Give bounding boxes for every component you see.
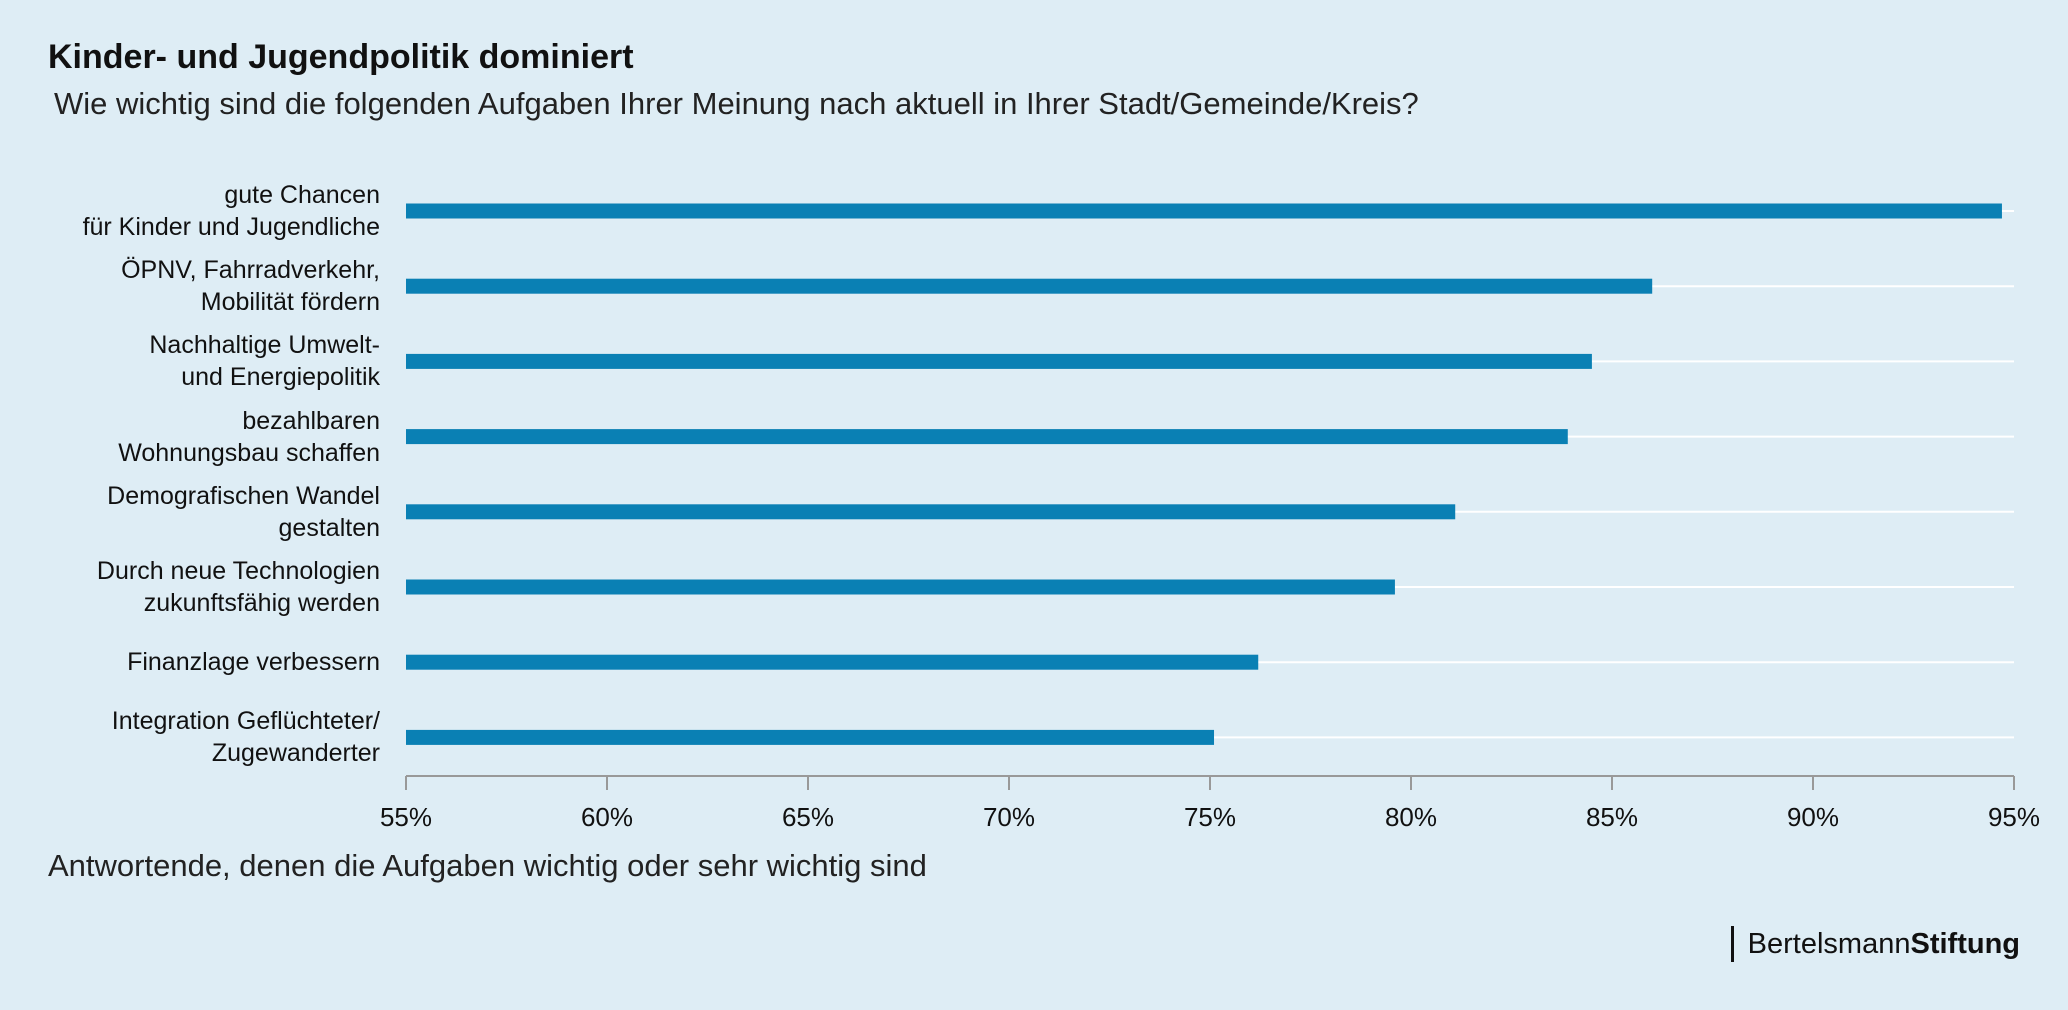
category-label: Integration Geflüchteter/ Zugewanderter	[111, 707, 380, 768]
chart-subtitle: Wie wichtig sind die folgenden Aufgaben …	[54, 86, 1419, 121]
category-label: bezahlbaren Wohnungsbau schaffen	[118, 406, 380, 467]
bar	[406, 203, 2002, 219]
category-label: Nachhaltige Umwelt- und Energiepolitik	[149, 331, 380, 392]
category-label: ÖPNV, Fahrradverkehr, Mobilität fördern	[121, 256, 380, 317]
x-axis-label: Antwortende, denen die Aufgaben wichtig …	[48, 848, 927, 883]
category-label: gute Chancen für Kinder und Jugendliche	[82, 181, 380, 241]
logo-bold: Stiftung	[1910, 928, 2020, 960]
category-label: Finanzlage verbessern	[127, 648, 380, 677]
bar	[406, 504, 1456, 520]
x-tick-label: 85%	[1586, 802, 1638, 832]
category-label: Durch neue Technologien zukunftsfähig we…	[96, 557, 380, 617]
bar	[406, 353, 1592, 369]
logo-regular: Bertelsmann	[1747, 928, 1911, 960]
x-tick-label: 80%	[1385, 802, 1437, 832]
x-tick-label: 90%	[1787, 802, 1839, 832]
x-tick-label: 65%	[782, 802, 834, 832]
bar	[406, 278, 1653, 294]
category-label: Demografischen Wandel gestalten	[107, 481, 380, 542]
logo: BertelsmannStiftung	[1730, 926, 2020, 962]
chart-title: Kinder- und Jugendpolitik dominiert	[48, 38, 634, 76]
x-tick-label: 55%	[380, 802, 432, 832]
bar	[406, 429, 1568, 445]
bar	[406, 579, 1395, 595]
x-tick-label: 60%	[581, 802, 633, 832]
bar	[406, 654, 1259, 670]
x-tick-label: 75%	[1184, 802, 1236, 832]
x-tick-label: 70%	[983, 802, 1035, 832]
bar	[406, 729, 1215, 745]
x-tick-label: 95%	[1988, 802, 2040, 832]
